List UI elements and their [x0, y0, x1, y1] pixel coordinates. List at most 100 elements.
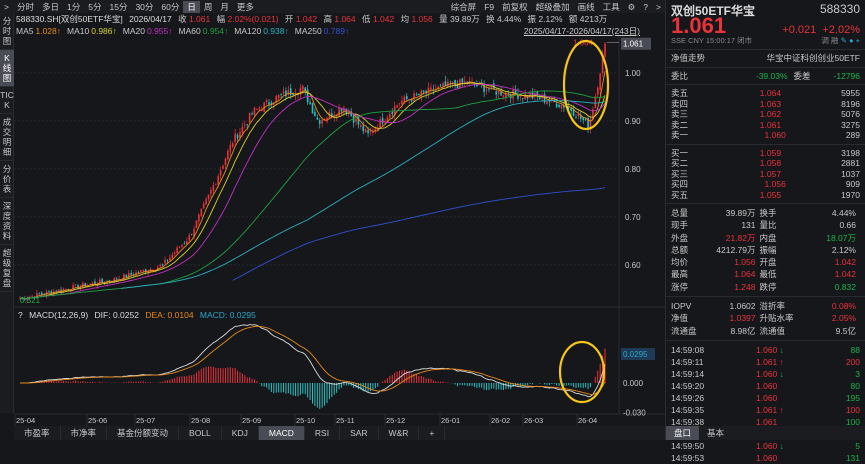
- view-tab-1[interactable]: K线图: [0, 50, 14, 87]
- period-6[interactable]: 30分: [135, 1, 154, 12]
- indicator-tab-7[interactable]: SAR: [340, 426, 379, 440]
- level-label: 卖二: [671, 119, 689, 130]
- candle: [326, 117, 328, 122]
- candle: [555, 103, 558, 107]
- candle: [357, 117, 360, 125]
- level-label: 买三: [671, 168, 689, 179]
- view-tab-3[interactable]: 成交明细: [0, 114, 14, 161]
- ma-item: MA20 0.955↑: [123, 26, 173, 36]
- indicator-tabs: 市盈率 市净率 基金份额变动 BOLL KDJ MACD RSI SAR W&R +: [14, 426, 665, 440]
- indicator-tab-0[interactable]: 市盈率: [14, 426, 61, 440]
- view-tab-5[interactable]: 深度资料: [0, 198, 14, 245]
- stat-value: 9.5亿: [835, 325, 856, 336]
- macd-legend: ? MACD(12,26,9) DIF: 0.0252 DEA: 0.0104 …: [18, 310, 260, 321]
- period-8[interactable]: 日: [183, 0, 200, 13]
- level-volume: 3275: [841, 119, 860, 130]
- indicator-tab-3[interactable]: BOLL: [179, 426, 222, 440]
- tick-row: 14:59:53 1.060 131: [666, 452, 865, 464]
- period-1[interactable]: 分时: [16, 1, 34, 12]
- period-10[interactable]: 月: [220, 1, 229, 12]
- date-range-link[interactable]: 2025/04/17-2026/04/17(243日): [523, 26, 640, 36]
- ma-label: MA60: [178, 26, 201, 36]
- period-5[interactable]: 15分: [109, 1, 128, 12]
- stat-value: 1.042: [834, 257, 856, 268]
- tab-order-book[interactable]: 盘口: [666, 426, 700, 440]
- candle: [601, 54, 604, 74]
- tool-button-8[interactable]: >: [656, 1, 661, 12]
- tool-button-7[interactable]: ?: [643, 1, 649, 12]
- candle: [418, 94, 420, 96]
- bell-icon[interactable]: ●: [848, 36, 854, 45]
- candle: [314, 111, 316, 117]
- period-0[interactable]: >: [4, 1, 9, 12]
- pen-icon[interactable]: ✎: [840, 36, 847, 45]
- macd-help-button[interactable]: ?: [18, 310, 23, 320]
- period-4[interactable]: 5分: [88, 1, 102, 12]
- indicator-tab-9[interactable]: +: [419, 426, 446, 440]
- indicator-tab-1[interactable]: 市净率: [61, 426, 108, 440]
- arrow-up-icon: ↑: [777, 404, 784, 415]
- candle: [79, 286, 82, 290]
- candle: [316, 117, 319, 120]
- indicator-tab-6[interactable]: RSI: [305, 426, 341, 440]
- level-volume: 289: [845, 130, 860, 140]
- indicator-tab-4[interactable]: KDJ: [222, 426, 259, 440]
- stat-row: 现手 131 量比 0.66: [666, 219, 865, 231]
- candle: [401, 100, 403, 105]
- candle: [212, 185, 215, 191]
- tool-button-2[interactable]: 前复权: [502, 1, 528, 12]
- period-3[interactable]: 1分: [67, 1, 81, 12]
- candle: [338, 108, 340, 117]
- last-price-marker: [621, 37, 651, 50]
- indicator-tab-8[interactable]: W&R: [379, 426, 420, 440]
- ma-line-ma250: [232, 187, 606, 281]
- ma-legend: MA5 1.028↑ MA10 0.986↑ MA20 0.955↑ MA60 0.954↑ M…: [16, 25, 355, 37]
- tool-button-0[interactable]: 综合屏: [450, 1, 477, 12]
- candle: [159, 264, 162, 267]
- nav-trend-link[interactable]: 净值走势: [671, 53, 706, 63]
- add-icon[interactable]: +: [855, 36, 860, 45]
- arrow-down-icon: ↓: [777, 368, 784, 379]
- macd-dea: DEA: 0.0104: [145, 310, 194, 320]
- candle: [534, 93, 536, 97]
- candle: [239, 131, 241, 139]
- candle: [260, 110, 263, 111]
- level-volume: 1037: [841, 168, 860, 179]
- tool-button-1[interactable]: F9: [484, 1, 495, 12]
- candle: [36, 293, 38, 298]
- tool-button-6[interactable]: ⚙: [627, 1, 636, 12]
- amplitude-label: 振: [527, 14, 537, 24]
- candle: [560, 104, 563, 109]
- adjust-icon[interactable]: 调: [821, 36, 829, 45]
- x-tick-label: 26-01: [441, 416, 460, 425]
- tool-button-4[interactable]: 画线: [577, 1, 595, 12]
- quote-date: 2026/04/17: [129, 14, 172, 24]
- period-7[interactable]: 60分: [161, 1, 180, 12]
- candle: [217, 175, 220, 185]
- candle: [396, 105, 398, 108]
- security-code: 588330.SH[双创50ETF华宝]: [16, 14, 123, 24]
- tool-button-3[interactable]: 超级叠加: [535, 1, 570, 12]
- period-9[interactable]: 周: [203, 1, 213, 12]
- tool-button-5[interactable]: 工具: [602, 1, 620, 12]
- margin-icon[interactable]: 融: [831, 36, 839, 45]
- candle: [360, 125, 362, 127]
- view-tab-4[interactable]: 分价表: [0, 161, 14, 198]
- view-tab-0[interactable]: 分时图: [0, 13, 14, 50]
- tick-price: 1.060: [756, 392, 778, 403]
- kline-chart[interactable]: 1.00 0.90 0.80 0.70 0.60 1.061 1.064 0.521 0.029…: [14, 37, 665, 426]
- tick-price: 1.061: [756, 404, 778, 415]
- period-11[interactable]: 更多: [236, 1, 254, 12]
- view-tab-6[interactable]: 超级复盘: [0, 245, 14, 292]
- candle: [265, 100, 268, 103]
- indicator-tab-2[interactable]: 基金份额变动: [107, 426, 180, 440]
- ma-label: MA10: [67, 26, 90, 36]
- candle: [253, 107, 256, 116]
- tab-basic[interactable]: 基本: [707, 428, 725, 438]
- candle: [483, 83, 485, 93]
- indicator-tab-5[interactable]: MACD: [258, 426, 305, 440]
- candle: [350, 111, 352, 117]
- weibi-label: 委比: [671, 70, 689, 81]
- view-tab-2[interactable]: TICK: [0, 87, 14, 114]
- period-2[interactable]: 多日: [41, 1, 59, 12]
